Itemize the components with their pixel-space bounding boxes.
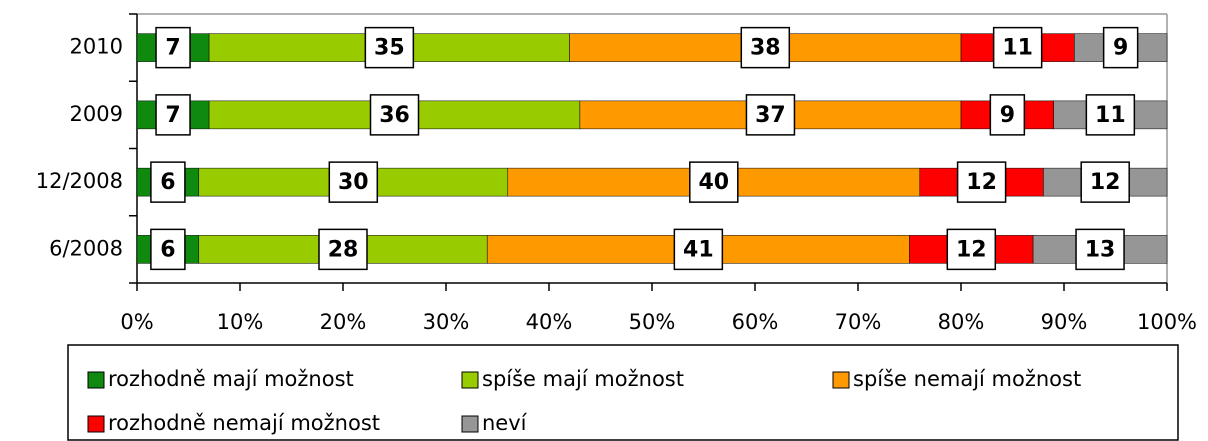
y-tick-label: 6/2008 <box>49 236 123 260</box>
data-label: 36 <box>379 103 410 128</box>
data-label-box <box>369 94 420 136</box>
x-tick-label: 10% <box>217 310 264 334</box>
data-label-box <box>155 26 191 69</box>
data-label: 12 <box>956 237 987 262</box>
y-tick-label: 12/2008 <box>36 169 123 193</box>
data-label-box <box>150 161 186 203</box>
x-tick-label: 20% <box>320 310 367 334</box>
y-tick-label: 2010 <box>70 35 123 59</box>
data-label: 37 <box>755 103 786 128</box>
x-tick-label: 100% <box>1137 310 1197 334</box>
data-label-box <box>673 228 724 271</box>
x-tick-label: 30% <box>423 310 470 334</box>
legend-swatch <box>461 415 479 433</box>
data-label: 40 <box>698 170 729 195</box>
data-label: 12 <box>1090 170 1121 195</box>
data-label-box <box>328 161 379 203</box>
data-label: 28 <box>328 237 359 262</box>
legend-swatch <box>87 371 105 389</box>
data-label: 38 <box>750 36 781 61</box>
x-tick-label: 40% <box>526 310 573 334</box>
data-label-box <box>1075 228 1125 271</box>
data-label: 30 <box>338 170 369 195</box>
data-label: 11 <box>1095 103 1126 128</box>
data-label-box <box>1080 161 1130 203</box>
y-tick-label: 2009 <box>70 102 123 126</box>
legend-swatch <box>461 371 479 389</box>
data-label: 7 <box>165 103 180 128</box>
legend-swatch <box>832 371 850 389</box>
x-tick-label: 50% <box>629 310 676 334</box>
legend-label: spíše mají možnost <box>482 367 684 391</box>
data-label: 6 <box>160 170 175 195</box>
data-label: 7 <box>165 36 180 61</box>
x-tick-label: 80% <box>938 310 985 334</box>
data-label: 11 <box>1002 36 1033 61</box>
data-label-box <box>745 94 796 136</box>
legend-label: spíše nemají možnost <box>853 367 1081 391</box>
data-label-box <box>155 94 191 136</box>
data-label: 41 <box>683 237 714 262</box>
x-tick-label: 70% <box>835 310 882 334</box>
data-label: 6 <box>160 237 175 262</box>
data-label-box <box>150 228 186 271</box>
data-label-box <box>689 161 739 203</box>
x-tick-label: 90% <box>1041 310 1088 334</box>
data-label: 13 <box>1085 237 1116 262</box>
data-label-box <box>946 228 997 271</box>
legend-label: rozhodně nemají možnost <box>108 411 380 435</box>
data-label-box <box>989 94 1026 136</box>
data-label-box <box>956 161 1007 203</box>
data-label-box <box>992 26 1043 69</box>
data-label: 9 <box>1113 36 1128 61</box>
legend-label: rozhodně mají možnost <box>108 367 354 391</box>
data-label: 12 <box>966 170 997 195</box>
data-label-box <box>318 228 368 271</box>
x-tick-label: 60% <box>732 310 779 334</box>
data-label-box <box>740 26 791 69</box>
data-label-box <box>1102 26 1139 69</box>
x-tick-label: 0% <box>120 310 153 334</box>
data-label: 9 <box>1000 103 1015 128</box>
legend-swatch <box>87 415 105 433</box>
data-label: 35 <box>374 36 405 61</box>
data-label-box <box>364 26 415 69</box>
legend-label: neví <box>482 411 528 435</box>
data-label-box <box>1085 94 1136 136</box>
legend-box <box>67 344 1179 441</box>
